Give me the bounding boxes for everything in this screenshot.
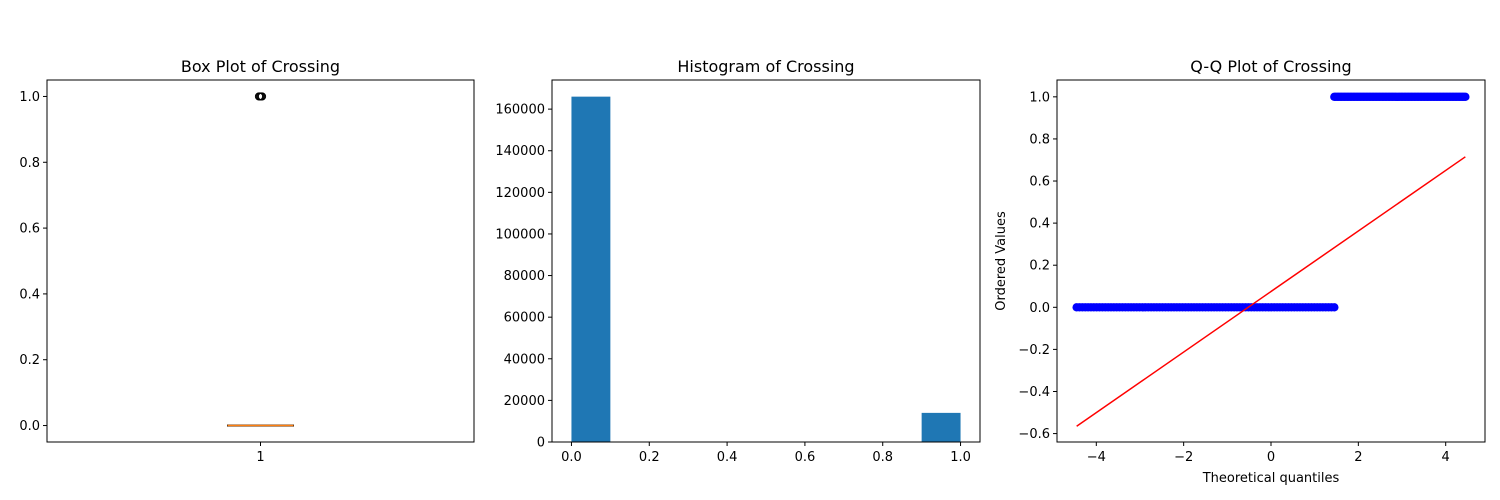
hist-ytick-label: 120000 xyxy=(495,186,545,201)
hist-ytick-label: 40000 xyxy=(504,352,545,367)
qq-point xyxy=(1461,92,1470,102)
histogram-title: Histogram of Crossing xyxy=(677,57,854,76)
box-xtick-label: 1 xyxy=(256,450,264,465)
qq-xtick-label: −2 xyxy=(1174,450,1193,465)
qq-plot-frame xyxy=(1056,79,1486,443)
box-ytick-label: 0.0 xyxy=(19,419,40,434)
qq-ytick-label: −0.2 xyxy=(1018,343,1050,358)
box-ytick-label: 0.6 xyxy=(19,222,40,237)
qq-xtick-label: 0 xyxy=(1267,450,1275,465)
box-ytick-label: 0.2 xyxy=(19,353,40,368)
qq-ytick-label: 0.8 xyxy=(1029,132,1050,147)
hist-ytick-label: 80000 xyxy=(504,269,545,284)
qq-ytick-label: 0.0 xyxy=(1029,301,1050,316)
hist-ytick-label: 20000 xyxy=(504,394,545,409)
hist-ytick-label: 160000 xyxy=(495,103,545,118)
box-outlier-point xyxy=(257,92,267,101)
histogram-bar xyxy=(571,96,611,442)
histogram-frame xyxy=(551,79,981,443)
qq-y-axis-label: Ordered Values xyxy=(994,211,1009,311)
histogram-panel: Histogram of Crossing 0 20000 40000 60000 80… xyxy=(495,57,981,465)
box-ytick-label: 0.4 xyxy=(19,287,40,302)
hist-xtick-label: 0.8 xyxy=(872,450,893,465)
box-ytick-label: 1.0 xyxy=(19,90,40,105)
qq-xtick-label: −4 xyxy=(1087,450,1106,465)
qq-ytick-label: −0.6 xyxy=(1018,427,1050,442)
qq-ytick-label: 0.2 xyxy=(1029,259,1050,274)
hist-ytick-label: 60000 xyxy=(504,311,545,326)
qq-point xyxy=(1330,303,1339,312)
hist-ytick-label: 140000 xyxy=(495,144,545,159)
box-ytick-label: 0.8 xyxy=(19,156,40,171)
qq-fit-line xyxy=(1076,156,1466,427)
qq-xtick-label: 2 xyxy=(1354,450,1362,465)
hist-xtick-label: 1.0 xyxy=(950,450,971,465)
qq-x-axis-label: Theoretical quantiles xyxy=(1202,471,1340,486)
hist-ytick-label: 0 xyxy=(537,436,545,451)
qq-plot-panel: Q-Q Plot of Crossing −0.6 −0.4 −0.2 0.0 0.2 0… xyxy=(994,57,1486,486)
hist-xtick-label: 0.2 xyxy=(639,450,660,465)
qq-xtick-label: 4 xyxy=(1442,450,1450,465)
hist-ytick-label: 100000 xyxy=(495,227,545,242)
hist-xtick-label: 0.4 xyxy=(717,450,738,465)
qq-plot-title: Q-Q Plot of Crossing xyxy=(1190,57,1351,76)
box-plot-panel: Box Plot of Crossing 0.00.20.40.60.81.0 … xyxy=(19,57,475,465)
hist-xtick-label: 0.6 xyxy=(795,450,816,465)
qq-ytick-label: 0.4 xyxy=(1029,217,1050,232)
box-plot-frame xyxy=(46,79,475,443)
box-plot-title: Box Plot of Crossing xyxy=(181,57,340,76)
qq-ytick-label: 1.0 xyxy=(1029,90,1050,105)
qq-ytick-label: 0.6 xyxy=(1029,175,1050,190)
qq-ytick-label: −0.4 xyxy=(1018,385,1050,400)
hist-xtick-label: 0.0 xyxy=(561,450,582,465)
histogram-bar xyxy=(921,412,961,442)
